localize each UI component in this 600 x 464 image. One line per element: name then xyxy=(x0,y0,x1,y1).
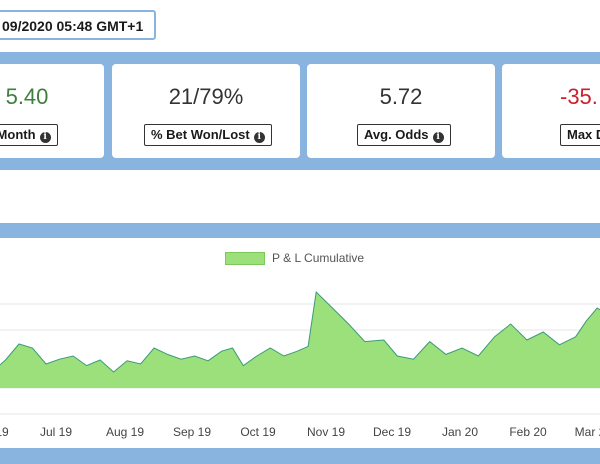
legend-swatch xyxy=(225,252,265,265)
x-tick-label: Aug 19 xyxy=(105,425,145,439)
stat-value-pl-month: 5.40 xyxy=(5,84,49,109)
x-tick-label: Feb 20 xyxy=(509,425,547,439)
x-tick-label: 19 xyxy=(0,425,9,439)
info-icon[interactable]: i xyxy=(39,132,51,143)
pl-chart-svg xyxy=(0,290,600,415)
chart-band-top xyxy=(0,223,600,238)
area-series-fill xyxy=(0,292,600,388)
x-tick-label: Jan 20 xyxy=(441,425,479,439)
stat-value-avg-odds: 5.72 xyxy=(379,84,423,109)
x-tick-label: Oct 19 xyxy=(240,425,276,439)
timestamp-box: 09/2020 05:48 GMT+1 xyxy=(0,10,156,40)
x-tick-label: Sep 19 xyxy=(172,425,212,439)
stat-card-avg-odds: 5.72 Avg. Odds i xyxy=(307,64,495,158)
stat-label-avg-odds[interactable]: Avg. Odds i xyxy=(357,124,451,146)
stat-value-max-drawdown: -35. xyxy=(560,84,598,109)
area-series-line xyxy=(0,290,600,373)
x-tick-label: Mar 2 xyxy=(574,425,600,439)
x-tick-label: Nov 19 xyxy=(306,425,346,439)
stat-label-avg-odds-text: Avg. Odds xyxy=(364,127,429,142)
stat-label-max-drawdown-text: Max D xyxy=(567,127,600,142)
info-icon[interactable]: i xyxy=(432,132,444,143)
timestamp-text: 09/2020 05:48 GMT+1 xyxy=(2,18,144,34)
pl-chart-panel: P & L Cumulative 19 Jul 19 Aug 19 Sep 19 Oct… xyxy=(0,238,600,448)
stat-card-bet-won-lost: 21/79% % Bet Won/Lost i xyxy=(112,64,300,158)
stat-label-bet-won-lost[interactable]: % Bet Won/Lost i xyxy=(144,124,272,146)
stat-value-bet-won-lost: 21/79% xyxy=(168,84,244,109)
x-tick-label: Jul 19 xyxy=(39,425,73,439)
legend-label: P & L Cumulative xyxy=(272,251,365,265)
stat-label-bet-won-lost-text: % Bet Won/Lost xyxy=(151,127,250,142)
stat-label-max-drawdown[interactable]: Max D xyxy=(560,124,600,146)
chart-band-bottom xyxy=(0,448,600,464)
stat-label-pl-month-text: L/Month xyxy=(0,127,36,142)
x-tick-label: Dec 19 xyxy=(372,425,412,439)
stat-card-max-drawdown: -35. Max D xyxy=(502,64,600,158)
info-icon[interactable]: i xyxy=(253,132,265,143)
